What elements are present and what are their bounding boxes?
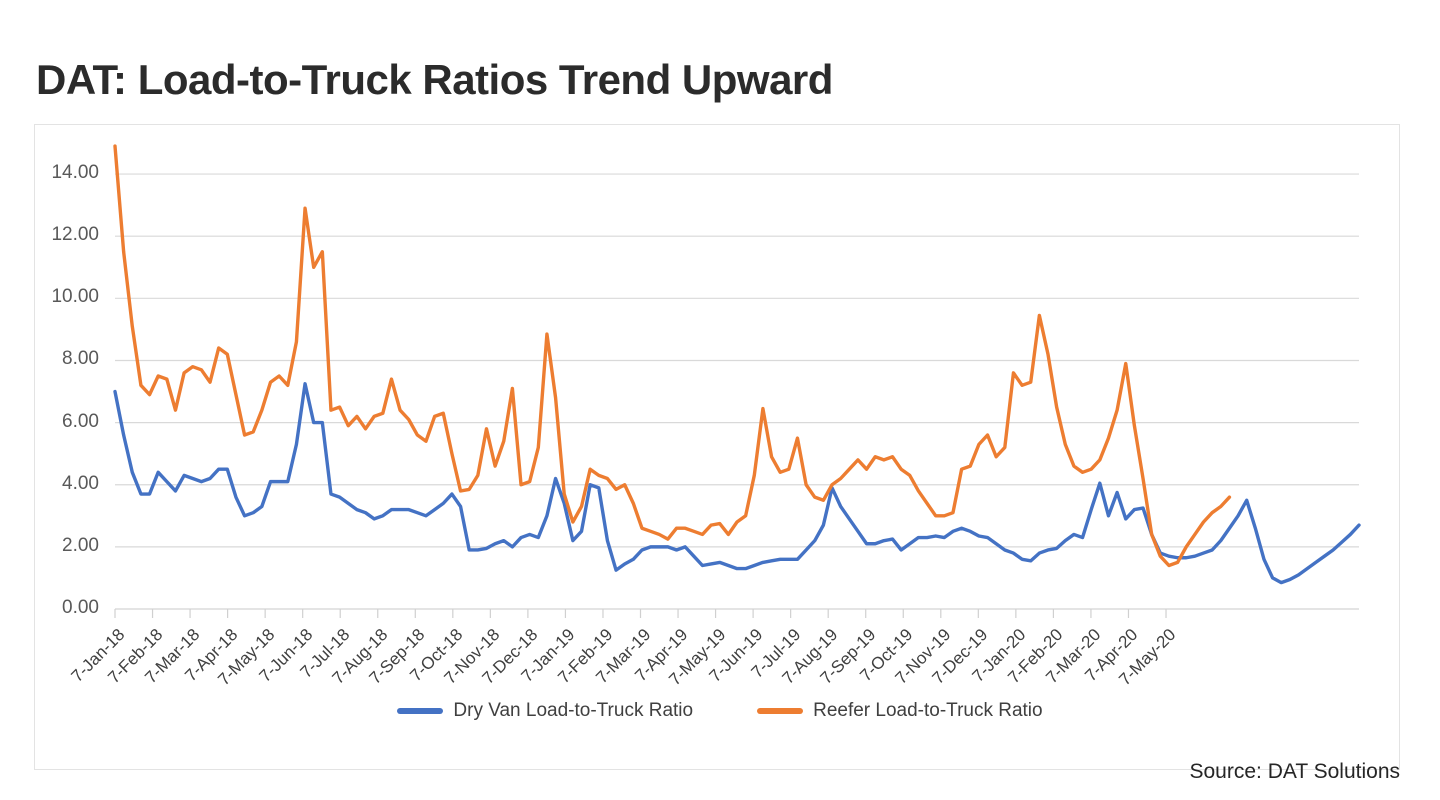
axis-tick-marks (114, 608, 1359, 618)
chart-legend: Dry Van Load-to-Truck Ratio Reefer Load-t… (0, 700, 1440, 722)
page-title: DAT: Load-to-Truck Ratios Trend Upward (36, 56, 833, 103)
legend-color-swatch (757, 708, 804, 714)
source-note: Source: DAT Solutions (1189, 760, 1401, 783)
series-line-dry-van (113, 382, 1361, 585)
data-series-lines (113, 144, 1361, 585)
series-line-reefer (113, 144, 1232, 568)
legend-label: Dry Van Load-to-Truck Ratio (453, 700, 694, 721)
y-axis-label: 6.00 (62, 410, 99, 432)
y-axis-label: 4.00 (62, 472, 99, 494)
chart-plot-area (113, 144, 1361, 618)
y-axis-label: 10.00 (51, 286, 99, 308)
legend-item[interactable]: Reefer Load-to-Truck Ratio (757, 700, 1043, 722)
legend-color-swatch (397, 708, 444, 714)
legend-item[interactable]: Dry Van Load-to-Truck Ratio (397, 700, 693, 722)
y-axis-label: 2.00 (62, 534, 99, 556)
legend-label: Reefer Load-to-Truck Ratio (813, 700, 1043, 721)
y-axis-label: 8.00 (62, 348, 99, 370)
y-axis-label: 0.00 (62, 597, 99, 618)
y-axis-label: 12.00 (51, 224, 99, 246)
y-axis-label: 14.00 (51, 162, 99, 184)
chart-frame: 0.00 2.00 4.00 6.00 8.00 10.00 12.00 14.00 7-Ja… (34, 124, 1400, 770)
